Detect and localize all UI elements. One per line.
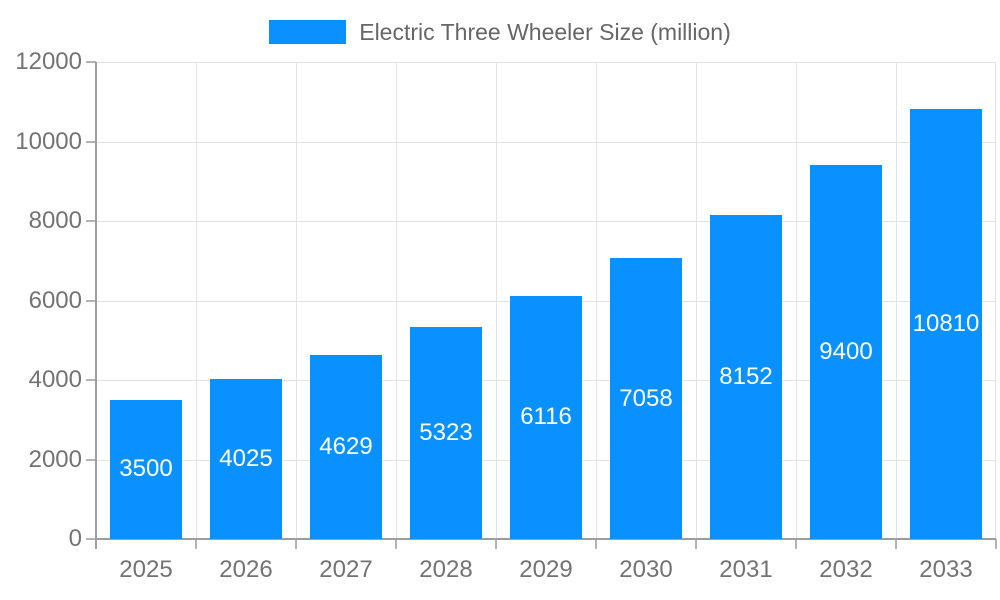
- y-axis-tick-2000: [86, 458, 96, 461]
- bar-value-label: 10810: [912, 310, 980, 338]
- gridline-x-6: [696, 62, 697, 539]
- x-axis-tick-9: [995, 539, 997, 549]
- y-axis-tick-12000: [86, 61, 96, 63]
- y-axis-label-2000: 2000: [28, 445, 82, 473]
- y-axis-tick-4000: [86, 379, 96, 381]
- y-axis-label-6000: 6000: [28, 286, 82, 314]
- bar-2029[interactable]: 6116: [510, 295, 582, 539]
- bar-value-label: 6116: [520, 403, 572, 431]
- x-axis-tick-8: [895, 539, 897, 549]
- bar-value-label: 7058: [619, 384, 673, 412]
- y-axis-tick-6000: [86, 299, 96, 302]
- legend-label: Electric Three Wheeler Size (million): [359, 19, 731, 45]
- x-axis-tick-5: [595, 539, 597, 549]
- bar-value-label: 5323: [419, 419, 473, 447]
- x-axis-tick-1: [195, 539, 197, 549]
- x-axis-tick-6: [695, 539, 697, 549]
- y-axis-tick-0: [86, 538, 96, 540]
- bar-2033[interactable]: 10810: [910, 109, 982, 539]
- x-axis-label-2033: 2033: [919, 556, 973, 583]
- bar-2030[interactable]: 7058: [610, 258, 682, 539]
- bar-2026[interactable]: 4025: [210, 379, 282, 539]
- y-axis-label-10000: 10000: [15, 127, 82, 155]
- gridline-y-10000: [96, 141, 996, 143]
- gridline-x-8: [896, 62, 897, 539]
- y-axis-tick-10000: [86, 140, 96, 143]
- x-axis-tick-2: [295, 539, 297, 549]
- x-axis-label-2028: 2028: [419, 556, 473, 583]
- y-axis-label-0: 0: [68, 525, 82, 552]
- x-axis-label-2026: 2026: [219, 556, 273, 583]
- bar-value-label: 4025: [219, 444, 273, 472]
- legend[interactable]: Electric Three Wheeler Size (million): [0, 20, 1000, 44]
- gridline-x-2: [296, 62, 297, 539]
- x-axis-label-2031: 2031: [719, 556, 773, 583]
- x-axis-line: [96, 538, 996, 540]
- gridline-x-4: [496, 62, 497, 539]
- gridline-y-8000: [96, 221, 996, 222]
- bar-value-label: 9400: [819, 338, 873, 366]
- gridline-x-7: [796, 62, 797, 539]
- bar-2032[interactable]: 9400: [810, 165, 882, 539]
- bar-2031[interactable]: 8152: [710, 214, 782, 539]
- gridline-y-12000: [96, 62, 996, 63]
- x-axis-label-2025: 2025: [119, 556, 173, 583]
- y-axis-line: [95, 62, 97, 549]
- y-axis-label-12000: 12000: [15, 48, 82, 75]
- x-axis-label-2030: 2030: [619, 556, 673, 583]
- x-axis-tick-7: [795, 539, 797, 549]
- gridline-x-5: [596, 62, 597, 539]
- bar-2027[interactable]: 4629: [310, 354, 382, 539]
- y-axis-label-4000: 4000: [28, 366, 82, 393]
- bar-value-label: 4629: [319, 432, 373, 460]
- x-axis-label-2032: 2032: [819, 556, 873, 583]
- y-axis-tick-8000: [86, 220, 96, 222]
- bar-2025[interactable]: 3500: [110, 399, 182, 539]
- x-axis-label-2027: 2027: [319, 556, 373, 583]
- bar-value-label: 8152: [719, 362, 773, 390]
- x-axis-tick-3: [395, 539, 397, 549]
- x-axis-label-2029: 2029: [519, 556, 573, 583]
- bar-value-label: 3500: [119, 455, 173, 483]
- gridline-x-3: [396, 62, 397, 539]
- y-axis-label-8000: 8000: [28, 207, 82, 234]
- plot-border-right: [995, 62, 996, 539]
- legend-swatch: [269, 20, 347, 44]
- bar-2028[interactable]: 5323: [410, 327, 482, 539]
- x-axis-tick-4: [495, 539, 497, 549]
- gridline-x-1: [196, 62, 197, 539]
